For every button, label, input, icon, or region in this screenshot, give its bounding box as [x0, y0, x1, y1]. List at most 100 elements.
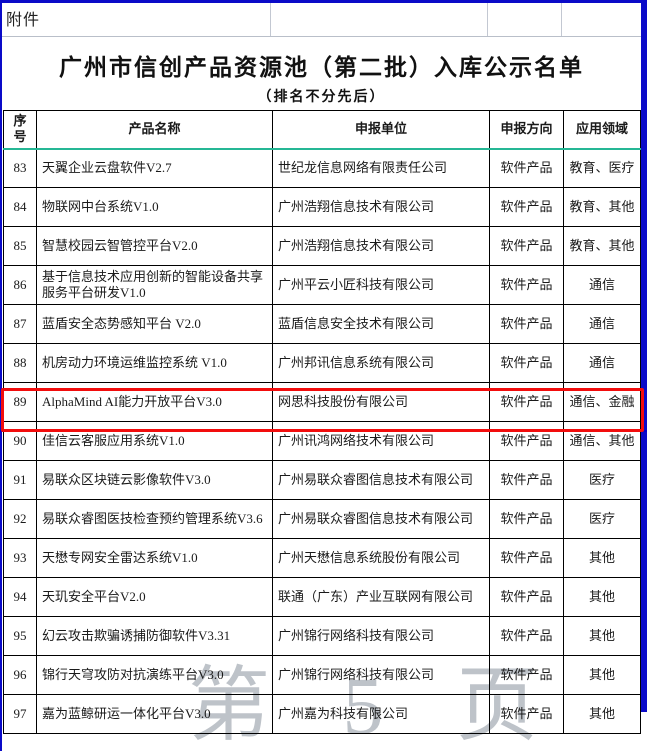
product-table: 序号 产品名称 申报单位 申报方向 应用领域 83 天翼企业云盘软件V2.7 世… [3, 110, 641, 734]
table-row: 94 天玑安全平台V2.0 联通（广东）产业互联网有限公司 软件产品 其他 [3, 577, 641, 617]
cell-org: 广州邦讯信息系统有限公司 [272, 343, 490, 383]
cell-direction: 软件产品 [489, 421, 564, 461]
cell-no: 88 [3, 343, 37, 383]
cell-product-name: 基于信息技术应用创新的智能设备共享服务平台研发V1.0 [36, 265, 273, 305]
cell-org: 广州易联众睿图信息技术有限公司 [272, 499, 490, 539]
cell-direction: 软件产品 [489, 343, 564, 383]
cell-no: 90 [3, 421, 37, 461]
top-grid-strip [2, 3, 641, 37]
cell-org: 广州平云小匠科技有限公司 [272, 265, 490, 305]
col-header-org: 申报单位 [272, 110, 490, 150]
cell-field: 其他 [563, 694, 641, 734]
cell-org: 网思科技股份有限公司 [272, 382, 490, 422]
cell-field: 教育、医疗 [563, 148, 641, 188]
cell-product-name: 锦行天穹攻防对抗演练平台V3.0 [36, 655, 273, 695]
cell-product-name: 幻云攻击欺骗诱捕防御软件V3.31 [36, 616, 273, 656]
cell-product-name: 蓝盾安全态势感知平台 V2.0 [36, 304, 273, 344]
cell-direction: 软件产品 [489, 538, 564, 578]
cell-org: 广州锦行网络科技有限公司 [272, 616, 490, 656]
cell-no: 85 [3, 226, 37, 266]
table-row: 96 锦行天穹攻防对抗演练平台V3.0 广州锦行网络科技有限公司 软件产品 其他 [3, 655, 641, 695]
table-row-highlighted: 89 AlphaMind AI能力开放平台V3.0 网思科技股份有限公司 软件产… [3, 382, 641, 422]
cell-direction: 软件产品 [489, 382, 564, 422]
cell-no: 89 [3, 382, 37, 422]
cell-org: 广州浩翔信息技术有限公司 [272, 187, 490, 227]
gridline [487, 3, 488, 36]
cell-field: 医疗 [563, 499, 641, 539]
cell-product-name: 天玑安全平台V2.0 [36, 577, 273, 617]
cell-no: 97 [3, 694, 37, 734]
cell-direction: 软件产品 [489, 148, 564, 188]
gridline [561, 3, 562, 36]
cell-no: 93 [3, 538, 37, 578]
cell-product-name: 佳信云客服应用系统V1.0 [36, 421, 273, 461]
table-row: 97 嘉为蓝鲸研运一体化平台V3.0 广州嘉为科技有限公司 软件产品 其他 [3, 694, 641, 734]
print-area-frame-right [641, 0, 647, 712]
cell-product-name: 机房动力环境运维监控系统 V1.0 [36, 343, 273, 383]
cell-product-name: 物联网中台系统V1.0 [36, 187, 273, 227]
table-row: 86 基于信息技术应用创新的智能设备共享服务平台研发V1.0 广州平云小匠科技有… [3, 265, 641, 305]
cell-no: 94 [3, 577, 37, 617]
cell-field: 通信 [563, 343, 641, 383]
print-area-frame-top [0, 0, 647, 3]
cell-field: 其他 [563, 616, 641, 656]
cell-org: 蓝盾信息安全技术有限公司 [272, 304, 490, 344]
cell-org: 广州浩翔信息技术有限公司 [272, 226, 490, 266]
cell-no: 92 [3, 499, 37, 539]
cell-no: 84 [3, 187, 37, 227]
cell-field: 通信 [563, 265, 641, 305]
table-row: 95 幻云攻击欺骗诱捕防御软件V3.31 广州锦行网络科技有限公司 软件产品 其… [3, 616, 641, 656]
cell-direction: 软件产品 [489, 616, 564, 656]
col-header-direction: 申报方向 [489, 110, 564, 150]
page-subtitle: （排名不分先后） [257, 90, 386, 105]
cell-field: 其他 [563, 538, 641, 578]
cell-field: 通信、其他 [563, 421, 641, 461]
cell-direction: 软件产品 [489, 187, 564, 227]
cell-field: 通信、金融 [563, 382, 641, 422]
table-row: 87 蓝盾安全态势感知平台 V2.0 蓝盾信息安全技术有限公司 软件产品 通信 [3, 304, 641, 344]
cell-field: 其他 [563, 577, 641, 617]
print-area-frame-left [0, 0, 2, 751]
table-row: 93 天懋专网安全雷达系统V1.0 广州天懋信息系统股份有限公司 软件产品 其他 [3, 538, 641, 578]
table-row: 90 佳信云客服应用系统V1.0 广州讯鸿网络技术有限公司 软件产品 通信、其他 [3, 421, 641, 461]
cell-direction: 软件产品 [489, 265, 564, 305]
cell-no: 91 [3, 460, 37, 500]
title-block: 广州市信创产品资源池（第二批）入库公示名单 （排名不分先后） [2, 37, 641, 110]
cell-field: 医疗 [563, 460, 641, 500]
cell-field: 其他 [563, 655, 641, 695]
cell-direction: 软件产品 [489, 226, 564, 266]
cell-no: 87 [3, 304, 37, 344]
cell-product-name: 易联众睿图医技检查预约管理系统V3.6 [36, 499, 273, 539]
cell-direction: 软件产品 [489, 304, 564, 344]
cell-field: 教育、其他 [563, 226, 641, 266]
attachment-label: 附件 [6, 12, 41, 29]
gridline [270, 3, 271, 36]
cell-direction: 软件产品 [489, 577, 564, 617]
cell-org: 广州讯鸿网络技术有限公司 [272, 421, 490, 461]
table-row: 91 易联众区块链云影像软件V3.0 广州易联众睿图信息技术有限公司 软件产品 … [3, 460, 641, 500]
cell-direction: 软件产品 [489, 499, 564, 539]
cell-org: 广州天懋信息系统股份有限公司 [272, 538, 490, 578]
cell-product-name: 智慧校园云智管控平台V2.0 [36, 226, 273, 266]
table-row: 83 天翼企业云盘软件V2.7 世纪龙信息网络有限责任公司 软件产品 教育、医疗 [3, 148, 641, 188]
table-header-row: 序号 产品名称 申报单位 申报方向 应用领域 [3, 110, 641, 150]
cell-direction: 软件产品 [489, 655, 564, 695]
cell-product-name: 天懋专网安全雷达系统V1.0 [36, 538, 273, 578]
col-header-field: 应用领域 [563, 110, 641, 150]
cell-field: 教育、其他 [563, 187, 641, 227]
cell-product-name: 嘉为蓝鲸研运一体化平台V3.0 [36, 694, 273, 734]
cell-org: 广州嘉为科技有限公司 [272, 694, 490, 734]
table-row: 92 易联众睿图医技检查预约管理系统V3.6 广州易联众睿图信息技术有限公司 软… [3, 499, 641, 539]
cell-no: 83 [3, 148, 37, 188]
table-row: 88 机房动力环境运维监控系统 V1.0 广州邦讯信息系统有限公司 软件产品 通… [3, 343, 641, 383]
cell-direction: 软件产品 [489, 460, 564, 500]
cell-product-name: 天翼企业云盘软件V2.7 [36, 148, 273, 188]
cell-no: 86 [3, 265, 37, 305]
cell-org: 联通（广东）产业互联网有限公司 [272, 577, 490, 617]
table-row: 85 智慧校园云智管控平台V2.0 广州浩翔信息技术有限公司 软件产品 教育、其… [3, 226, 641, 266]
cell-product-name: 易联众区块链云影像软件V3.0 [36, 460, 273, 500]
cell-field: 通信 [563, 304, 641, 344]
cell-direction: 软件产品 [489, 694, 564, 734]
page-title: 广州市信创产品资源池（第二批）入库公示名单 [59, 55, 584, 80]
